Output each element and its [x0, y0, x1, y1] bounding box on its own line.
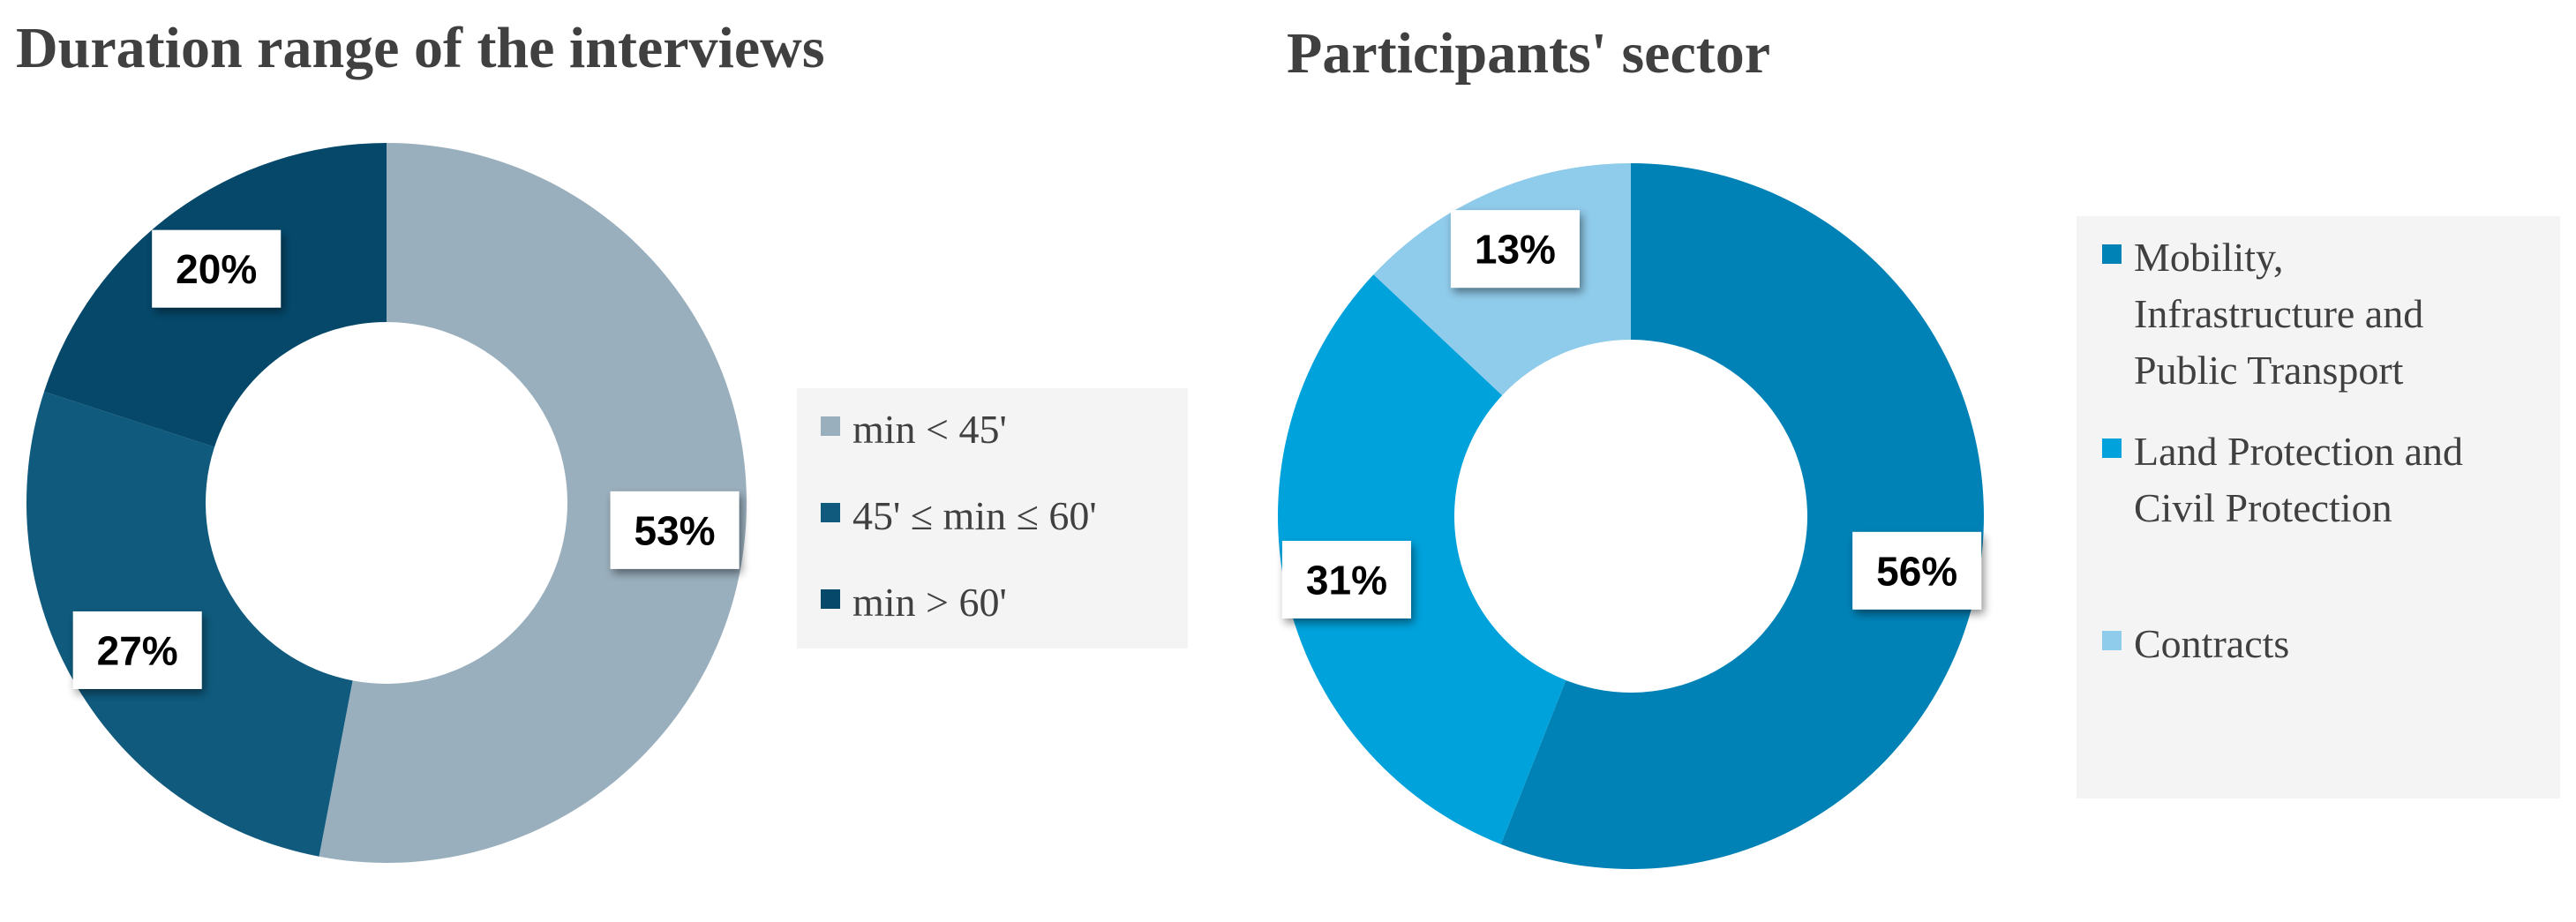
donut-slice	[1278, 274, 1566, 844]
legend-box	[797, 388, 1188, 648]
legend-label: Contracts	[2134, 621, 2289, 666]
legend: Mobility, Infrastructure and Public Transp…	[2102, 235, 2463, 666]
legend-label: 45' ≤ min ≤ 60'	[852, 493, 1097, 538]
sector-chart: Participants' sector 56% 31% 13% Mobility,…	[1278, 21, 2560, 870]
legend-swatch	[2102, 244, 2122, 264]
legend: min < 45' 45' ≤ min ≤ 60' min > 60'	[821, 407, 1097, 625]
legend-swatch	[821, 503, 840, 522]
legend-label: min > 60'	[852, 580, 1007, 625]
data-label: 20%	[176, 246, 257, 292]
data-label-box	[72, 611, 202, 689]
data-label-box	[1852, 531, 1982, 610]
legend-swatch	[2102, 631, 2122, 650]
data-label-box	[610, 491, 740, 569]
data-label: 56%	[1876, 548, 1957, 594]
legend-swatch	[821, 416, 840, 436]
legend-label: Land Protection and Civil Protection	[2134, 429, 2463, 530]
data-label: 53%	[635, 507, 716, 553]
legend-label: min < 45'	[852, 407, 1007, 452]
donut: 53% 27% 20%	[26, 143, 747, 863]
data-label: 27%	[97, 628, 178, 674]
legend-box	[2077, 216, 2560, 798]
data-label: 13%	[1475, 227, 1556, 273]
data-label: 31%	[1306, 558, 1387, 603]
legend-swatch	[2102, 439, 2122, 458]
duration-chart: Duration range of the interviews 53% 27% 2…	[16, 16, 1188, 863]
donut: 56% 31% 13%	[1278, 163, 1984, 870]
legend-label: Mobility, Infrastructure and Public Transp…	[2134, 235, 2423, 393]
legend-swatch	[821, 589, 840, 609]
data-label-box	[1450, 210, 1580, 289]
chart-title: Duration range of the interviews	[16, 16, 825, 80]
data-label-box	[152, 229, 282, 308]
donut-slice	[319, 143, 747, 863]
chart-title: Participants' sector	[1287, 21, 1770, 86]
donut-slice	[1500, 163, 1984, 870]
data-label-box	[1281, 540, 1411, 618]
